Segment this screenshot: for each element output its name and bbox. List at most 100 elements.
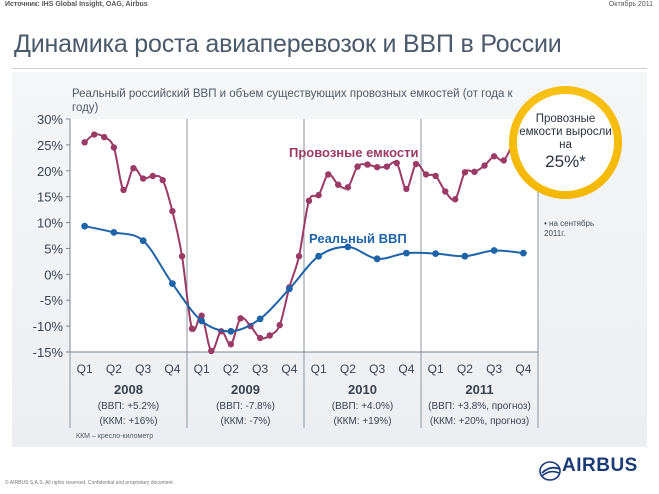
gdp-data-point bbox=[285, 285, 293, 293]
y-tick-label: 0% bbox=[44, 267, 63, 282]
y-tick-label: -10% bbox=[33, 319, 64, 334]
year-gdp-label: (ВВП: +5.2%) bbox=[98, 401, 159, 412]
year-kkm-label: (ККМ: +19%) bbox=[333, 416, 391, 427]
capacity-data-point bbox=[208, 347, 215, 355]
capacity-data-point bbox=[188, 325, 196, 332]
capacity-data-point bbox=[344, 184, 352, 191]
year-label: 2011 bbox=[465, 382, 493, 397]
capacity-badge-value: 25%* bbox=[545, 152, 586, 171]
capacity-series-label: Провозные емкости bbox=[289, 145, 418, 160]
quarter-label: Q4 bbox=[281, 362, 297, 376]
y-tick-label: -5% bbox=[40, 293, 64, 308]
capacity-data-point bbox=[256, 334, 264, 342]
quarter-label: Q2 bbox=[223, 362, 239, 376]
capacity-data-point bbox=[364, 161, 371, 168]
quarter-label: Q3 bbox=[135, 362, 151, 376]
capacity-data-point bbox=[432, 172, 439, 180]
gdp-data-point bbox=[256, 315, 264, 323]
capacity-data-point bbox=[237, 315, 244, 322]
year-gdp-label: (ВВП: +4.0%) bbox=[332, 401, 393, 412]
capacity-data-point bbox=[266, 332, 273, 339]
y-tick-label: 5% bbox=[44, 241, 63, 256]
copyright-footer: © AIRBUS S.A.S. All rights reserved. Con… bbox=[5, 480, 175, 486]
year-gdp-label: (ВВП: +3.8%, прогноз) bbox=[428, 401, 531, 412]
gdp-data-point bbox=[198, 317, 206, 325]
capacity-data-point bbox=[227, 341, 235, 348]
capacity-data-point bbox=[471, 168, 478, 176]
gdp-data-point bbox=[432, 250, 440, 258]
year-label: 2010 bbox=[348, 382, 377, 397]
quarter-label: Q4 bbox=[515, 362, 531, 376]
title-divider bbox=[12, 68, 647, 69]
gdp-data-point bbox=[168, 280, 176, 288]
gdp-data-point bbox=[490, 247, 498, 254]
year-gdp-label: (ВВП: -7.8%) bbox=[216, 401, 275, 412]
airbus-logo-text: AIRBUS bbox=[562, 455, 638, 476]
quarter-label: Q1 bbox=[428, 362, 444, 376]
year-label: 2009 bbox=[231, 382, 260, 397]
quarter-label: Q2 bbox=[457, 362, 473, 376]
capacity-data-point bbox=[315, 191, 322, 199]
capacity-data-point bbox=[461, 169, 469, 176]
capacity-data-point bbox=[442, 188, 449, 195]
y-tick-label: 20% bbox=[37, 164, 63, 179]
capacity-data-point bbox=[81, 139, 88, 146]
capacity-data-point bbox=[139, 175, 147, 182]
quarter-label: Q2 bbox=[340, 362, 356, 376]
capacity-data-point bbox=[490, 153, 498, 160]
slide-title: Динамика роста авиаперевозок и ВВП в Рос… bbox=[14, 30, 562, 58]
capacity-badge-inner bbox=[517, 94, 614, 191]
kkm-note: ККМ – кресло-километр bbox=[76, 433, 154, 440]
capacity-data-point bbox=[120, 186, 127, 194]
capacity-data-point bbox=[393, 159, 400, 167]
capacity-data-point bbox=[373, 163, 381, 171]
gdp-data-point bbox=[81, 222, 89, 230]
top-bar: Источник: IHS Global Insight, OAG, Airbu… bbox=[0, 0, 659, 13]
quarter-label: Q3 bbox=[486, 362, 502, 376]
y-tick-label: 25% bbox=[37, 138, 63, 153]
capacity-data-point bbox=[354, 163, 361, 170]
y-tick-label: 15% bbox=[37, 190, 63, 205]
y-tick-label: 30% bbox=[37, 112, 63, 127]
capacity-data-point bbox=[101, 133, 108, 141]
capacity-data-point bbox=[412, 160, 420, 168]
quarter-label: Q4 bbox=[398, 362, 414, 376]
gdp-data-point bbox=[373, 255, 381, 263]
year-kkm-label: (ККМ: -7%) bbox=[221, 416, 271, 427]
capacity-data-point bbox=[335, 181, 342, 188]
gdp-data-point bbox=[461, 252, 469, 260]
capacity-data-point bbox=[178, 253, 186, 260]
capacity-data-point bbox=[325, 171, 332, 178]
capacity-data-point bbox=[452, 196, 459, 203]
capacity-data-point bbox=[500, 157, 507, 164]
capacity-data-point bbox=[110, 144, 118, 151]
date-text: Октябрь 2011 bbox=[608, 1, 653, 8]
capacity-data-point bbox=[383, 163, 390, 170]
capacity-data-point bbox=[403, 185, 410, 193]
capacity-data-point bbox=[149, 172, 156, 180]
gdp-series-line bbox=[84, 225, 524, 333]
y-tick-label: -15% bbox=[33, 345, 64, 360]
footnote-september: • на сентябрь 2011г. bbox=[544, 219, 595, 238]
y-tick-label: 10% bbox=[37, 216, 63, 231]
gdp-data-point bbox=[315, 252, 323, 260]
year-label: 2008 bbox=[114, 382, 143, 397]
quarter-label: Q1 bbox=[194, 362, 210, 376]
capacity-data-point bbox=[481, 162, 488, 169]
quarter-label: Q4 bbox=[164, 362, 180, 376]
year-kkm-label: (ККМ: +20%, прогноз) bbox=[430, 416, 529, 427]
capacity-badge-text: Провозные емкости выросли на bbox=[519, 113, 612, 151]
capacity-data-point bbox=[169, 207, 176, 215]
quarter-label: Q1 bbox=[77, 362, 93, 376]
gdp-data-point bbox=[344, 243, 352, 251]
gdp-data-point bbox=[402, 249, 410, 257]
gdp-data-point bbox=[139, 237, 147, 245]
capacity-data-point bbox=[130, 164, 137, 172]
quarter-label: Q1 bbox=[311, 362, 327, 376]
gdp-data-point bbox=[519, 249, 527, 257]
gdp-data-point bbox=[227, 327, 235, 335]
capacity-data-point bbox=[295, 253, 303, 260]
quarter-label: Q3 bbox=[252, 362, 268, 376]
airbus-logo-icon bbox=[539, 461, 561, 481]
